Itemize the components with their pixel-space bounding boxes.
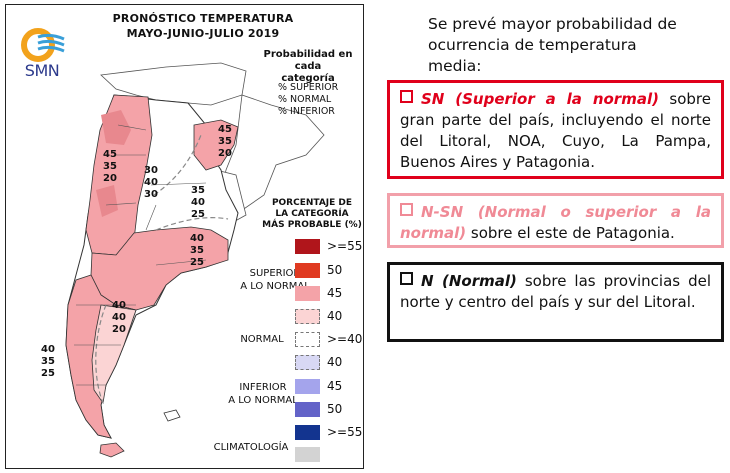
legend-title: PORCENTAJE DE LA CATEGORÍA MÁS PROBABLE … [262, 198, 362, 230]
legend-value: 45 [327, 379, 343, 393]
legend-row: 50 [295, 401, 342, 417]
legend-row: >=55 [295, 424, 362, 440]
nsn-lead: N-SN (Normal o superior a la normal) [400, 203, 711, 242]
legend-value: >=55 [327, 239, 363, 253]
map-title: PRONÓSTICO TEMPERATURA MAYO-JUNIO-JULIO … [112, 12, 294, 40]
region-ec-normal: 40 [191, 197, 205, 208]
region-ne-superior: 45 [218, 124, 232, 135]
region-ec-inferior: 25 [191, 209, 205, 220]
sn-rest: sobre gran parte del país, incluyendo el… [400, 90, 711, 171]
n-lead: N (Normal) [421, 272, 517, 290]
prob-inferior: % INFERIOR [278, 106, 335, 117]
legend-superior-label: SUPERIOR A LO NORMAL [240, 268, 310, 292]
legend-row: >=55 [295, 238, 362, 254]
legend-value: >=55 [327, 425, 363, 439]
region-ps-inferior: 25 [41, 368, 55, 379]
legend-row: 50 [295, 262, 342, 278]
region-pc-superior: 40 [112, 300, 126, 311]
legend-swatch [295, 354, 320, 370]
probability-list: % SUPERIOR % NORMAL % INFERIOR [278, 82, 338, 118]
region-nc-inferior: 30 [144, 189, 158, 200]
intro-text: Se prevé mayor probabilidad de ocurrenci… [428, 15, 677, 75]
legend-inferior-label: INFERIOR A LO NORMAL [228, 382, 298, 406]
legend-row: 40 [295, 308, 342, 324]
nsn-box: N-SN (Normal o superior a la normal) sob… [387, 193, 724, 248]
legend-value: >=40 [327, 332, 363, 346]
probability-title: Probabilidad en cada categoría [263, 49, 353, 84]
sn-box: SN (Superior a la normal) sobre gran par… [387, 80, 724, 179]
legend-climatologia-label: CLIMATOLOGÍA [213, 442, 289, 453]
legend-row [295, 446, 320, 462]
region-ne-normal: 35 [218, 136, 232, 147]
region-pampa-normal: 35 [190, 245, 204, 256]
map-panel: 45 35 20 30 40 30 45 35 20 35 40 25 40 3… [5, 4, 364, 469]
n-rest: sobre las provincias del norte y centro … [400, 272, 711, 311]
legend-swatch [295, 378, 320, 394]
legend-row: 45 [295, 285, 342, 301]
n-box: N (Normal) sobre las provincias del nort… [387, 262, 724, 342]
legend-row: >=40 [295, 331, 362, 347]
region-pc-inferior: 20 [112, 324, 126, 335]
region-north-east [193, 119, 239, 171]
legend-value: 40 [327, 355, 343, 369]
checkbox-icon [400, 272, 413, 285]
legend-value: 45 [327, 286, 343, 300]
region-pampa-inferior: 25 [190, 257, 204, 268]
legend-swatch [295, 401, 320, 417]
region-pampa-superior: 40 [190, 233, 204, 244]
region-nw-superior: 45 [103, 149, 117, 160]
smn-logo-icon [21, 28, 65, 62]
legend-swatch [295, 262, 320, 278]
sn-lead: SN (Superior a la normal) [421, 90, 659, 108]
argentina-map: 45 35 20 30 40 30 45 35 20 35 40 25 40 3… [41, 62, 325, 458]
legend-row: 45 [295, 378, 342, 394]
region-nw-normal: 35 [103, 161, 117, 172]
region-pampa [90, 226, 229, 311]
region-pc-normal: 40 [112, 312, 126, 323]
region-ps-superior: 40 [41, 344, 55, 355]
legend-row: 40 [295, 354, 342, 370]
checkbox-icon [400, 90, 413, 103]
checkbox-icon [400, 203, 413, 216]
region-nw-inferior: 20 [103, 173, 117, 184]
legend-swatch [295, 238, 320, 254]
region-ps-normal: 35 [41, 356, 55, 367]
region-nc-superior: 30 [144, 165, 158, 176]
legend-swatch [295, 285, 320, 301]
legend-value: 50 [327, 263, 343, 277]
region-nc-normal: 40 [144, 177, 158, 188]
legend-swatch [295, 331, 320, 347]
legend-swatch [295, 308, 320, 324]
legend-normal-label: NORMAL [240, 334, 284, 345]
region-ne-inferior: 20 [218, 148, 232, 159]
legend-swatch [295, 446, 320, 462]
prob-superior: % SUPERIOR [278, 82, 339, 93]
nsn-rest: sobre el este de Patagonia. [466, 224, 675, 242]
legend-swatch [295, 424, 320, 440]
legend-value: 50 [327, 402, 343, 416]
legend-value: 40 [327, 309, 343, 323]
prob-normal: % NORMAL [278, 94, 332, 105]
logo-label: SMN [24, 61, 60, 80]
region-ec-superior: 35 [191, 185, 205, 196]
